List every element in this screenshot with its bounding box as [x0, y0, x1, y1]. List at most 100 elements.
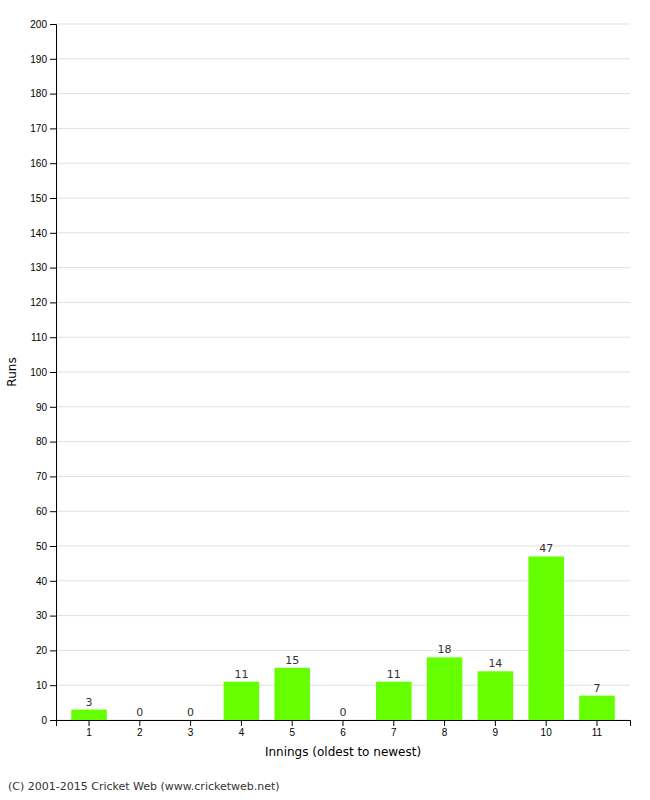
- x-tick-label: 1: [86, 727, 92, 738]
- y-tick: 0: [41, 715, 56, 726]
- x-tick-mark: [393, 720, 394, 726]
- grid-line: [56, 128, 630, 129]
- y-tick: 120: [30, 297, 56, 308]
- bars: [71, 556, 615, 720]
- bar: [71, 710, 107, 720]
- x-tick-mark: [241, 720, 242, 726]
- y-tick: 200: [30, 19, 56, 30]
- y-tick-label: 50: [36, 541, 48, 552]
- x-tick: 7: [391, 720, 397, 738]
- plot: 3001115011181447712345678910110102030405…: [5, 19, 631, 759]
- x-tick-label: 10: [541, 727, 553, 738]
- x-tick-label: 9: [493, 727, 499, 738]
- grid-line: [56, 58, 630, 59]
- x-tick: 5: [289, 720, 295, 738]
- grid-line: [56, 337, 630, 338]
- y-tick-label: 90: [36, 402, 48, 413]
- data-label: 0: [136, 706, 143, 719]
- y-tick-label: 40: [36, 576, 48, 587]
- x-tick-mark: [546, 720, 547, 726]
- grid-line: [56, 406, 630, 407]
- data-label: 15: [285, 654, 299, 667]
- y-tick-mark: [50, 24, 56, 25]
- y-tick-label: 20: [36, 645, 48, 656]
- y-tick-mark: [50, 720, 56, 721]
- data-label: 0: [340, 706, 347, 719]
- y-tick-label: 170: [30, 123, 47, 134]
- y-tick: 10: [36, 680, 56, 691]
- grid-line: [56, 232, 630, 233]
- y-tick-mark: [50, 685, 56, 686]
- bar: [224, 682, 260, 720]
- y-tick: 20: [36, 645, 56, 656]
- y-tick-mark: [50, 337, 56, 338]
- y-tick-label: 140: [30, 228, 47, 239]
- x-tick: 8: [442, 720, 448, 738]
- data-label: 7: [593, 682, 600, 695]
- x-tick-mark: [495, 720, 496, 726]
- x-axis-line: [57, 721, 631, 727]
- x-tick-label: 7: [391, 727, 397, 738]
- x-tick-label: 4: [239, 727, 245, 738]
- y-tick-mark: [50, 581, 56, 582]
- y-tick: 70: [36, 471, 56, 482]
- grid-line: [56, 511, 630, 512]
- x-tick-mark: [89, 720, 90, 726]
- y-tick-mark: [50, 163, 56, 164]
- y-tick-mark: [50, 650, 56, 651]
- data-labels: 30011150111814477: [86, 542, 601, 719]
- bar: [274, 668, 310, 720]
- y-tick: 160: [30, 158, 56, 169]
- x-tick-mark: [292, 720, 293, 726]
- y-tick-mark: [50, 476, 56, 477]
- y-tick-mark: [50, 59, 56, 60]
- x-tick-label: 6: [340, 727, 346, 738]
- y-axis-title: Runs: [5, 357, 19, 386]
- x-tick-label: 11: [592, 727, 603, 738]
- grid-line: [56, 93, 630, 94]
- y-tick-label: 30: [36, 610, 48, 621]
- data-label: 3: [86, 696, 93, 709]
- x-tick: 10: [541, 720, 553, 738]
- y-tick: 40: [36, 576, 56, 587]
- bar: [173, 720, 209, 721]
- y-axis: 0 10 20 30 40 50 60 70 80 90 100 110 120 130 140 150 160…: [30, 19, 56, 726]
- y-tick: 80: [36, 436, 56, 447]
- y-tick-mark: [50, 546, 56, 547]
- y-axis-line: [50, 25, 57, 721]
- y-tick: 100: [30, 367, 56, 378]
- x-tick: 4: [239, 720, 245, 738]
- grid-line: [56, 24, 630, 25]
- grid-line: [56, 441, 630, 442]
- x-tick: 9: [493, 720, 499, 738]
- data-label: 47: [539, 542, 553, 555]
- y-tick: 150: [30, 193, 56, 204]
- y-tick-mark: [50, 268, 56, 269]
- grid-line: [56, 372, 630, 373]
- y-tick: 180: [30, 88, 56, 99]
- y-tick-label: 100: [30, 367, 47, 378]
- y-tick-label: 160: [30, 158, 47, 169]
- grid-line: [56, 476, 630, 477]
- y-tick-mark: [50, 128, 56, 129]
- x-axis: 1234567891011: [57, 720, 631, 738]
- data-label: 0: [187, 706, 194, 719]
- y-tick: 130: [30, 262, 56, 273]
- y-tick-label: 150: [30, 193, 47, 204]
- x-tick-label: 8: [442, 727, 448, 738]
- y-tick: 110: [31, 332, 56, 343]
- x-tick-mark: [343, 720, 344, 726]
- y-tick-mark: [50, 94, 56, 95]
- grid-line: [56, 302, 630, 303]
- y-tick-label: 200: [30, 19, 47, 30]
- y-tick-mark: [50, 372, 56, 373]
- grid-line: [56, 163, 630, 164]
- data-label: 14: [488, 657, 502, 670]
- x-tick: 6: [340, 720, 346, 738]
- y-tick: 50: [36, 541, 56, 552]
- y-tick: 170: [30, 123, 56, 134]
- x-tick-label: 3: [188, 727, 194, 738]
- x-tick-mark: [444, 720, 445, 726]
- y-tick: 60: [36, 506, 56, 517]
- y-tick-mark: [50, 511, 56, 512]
